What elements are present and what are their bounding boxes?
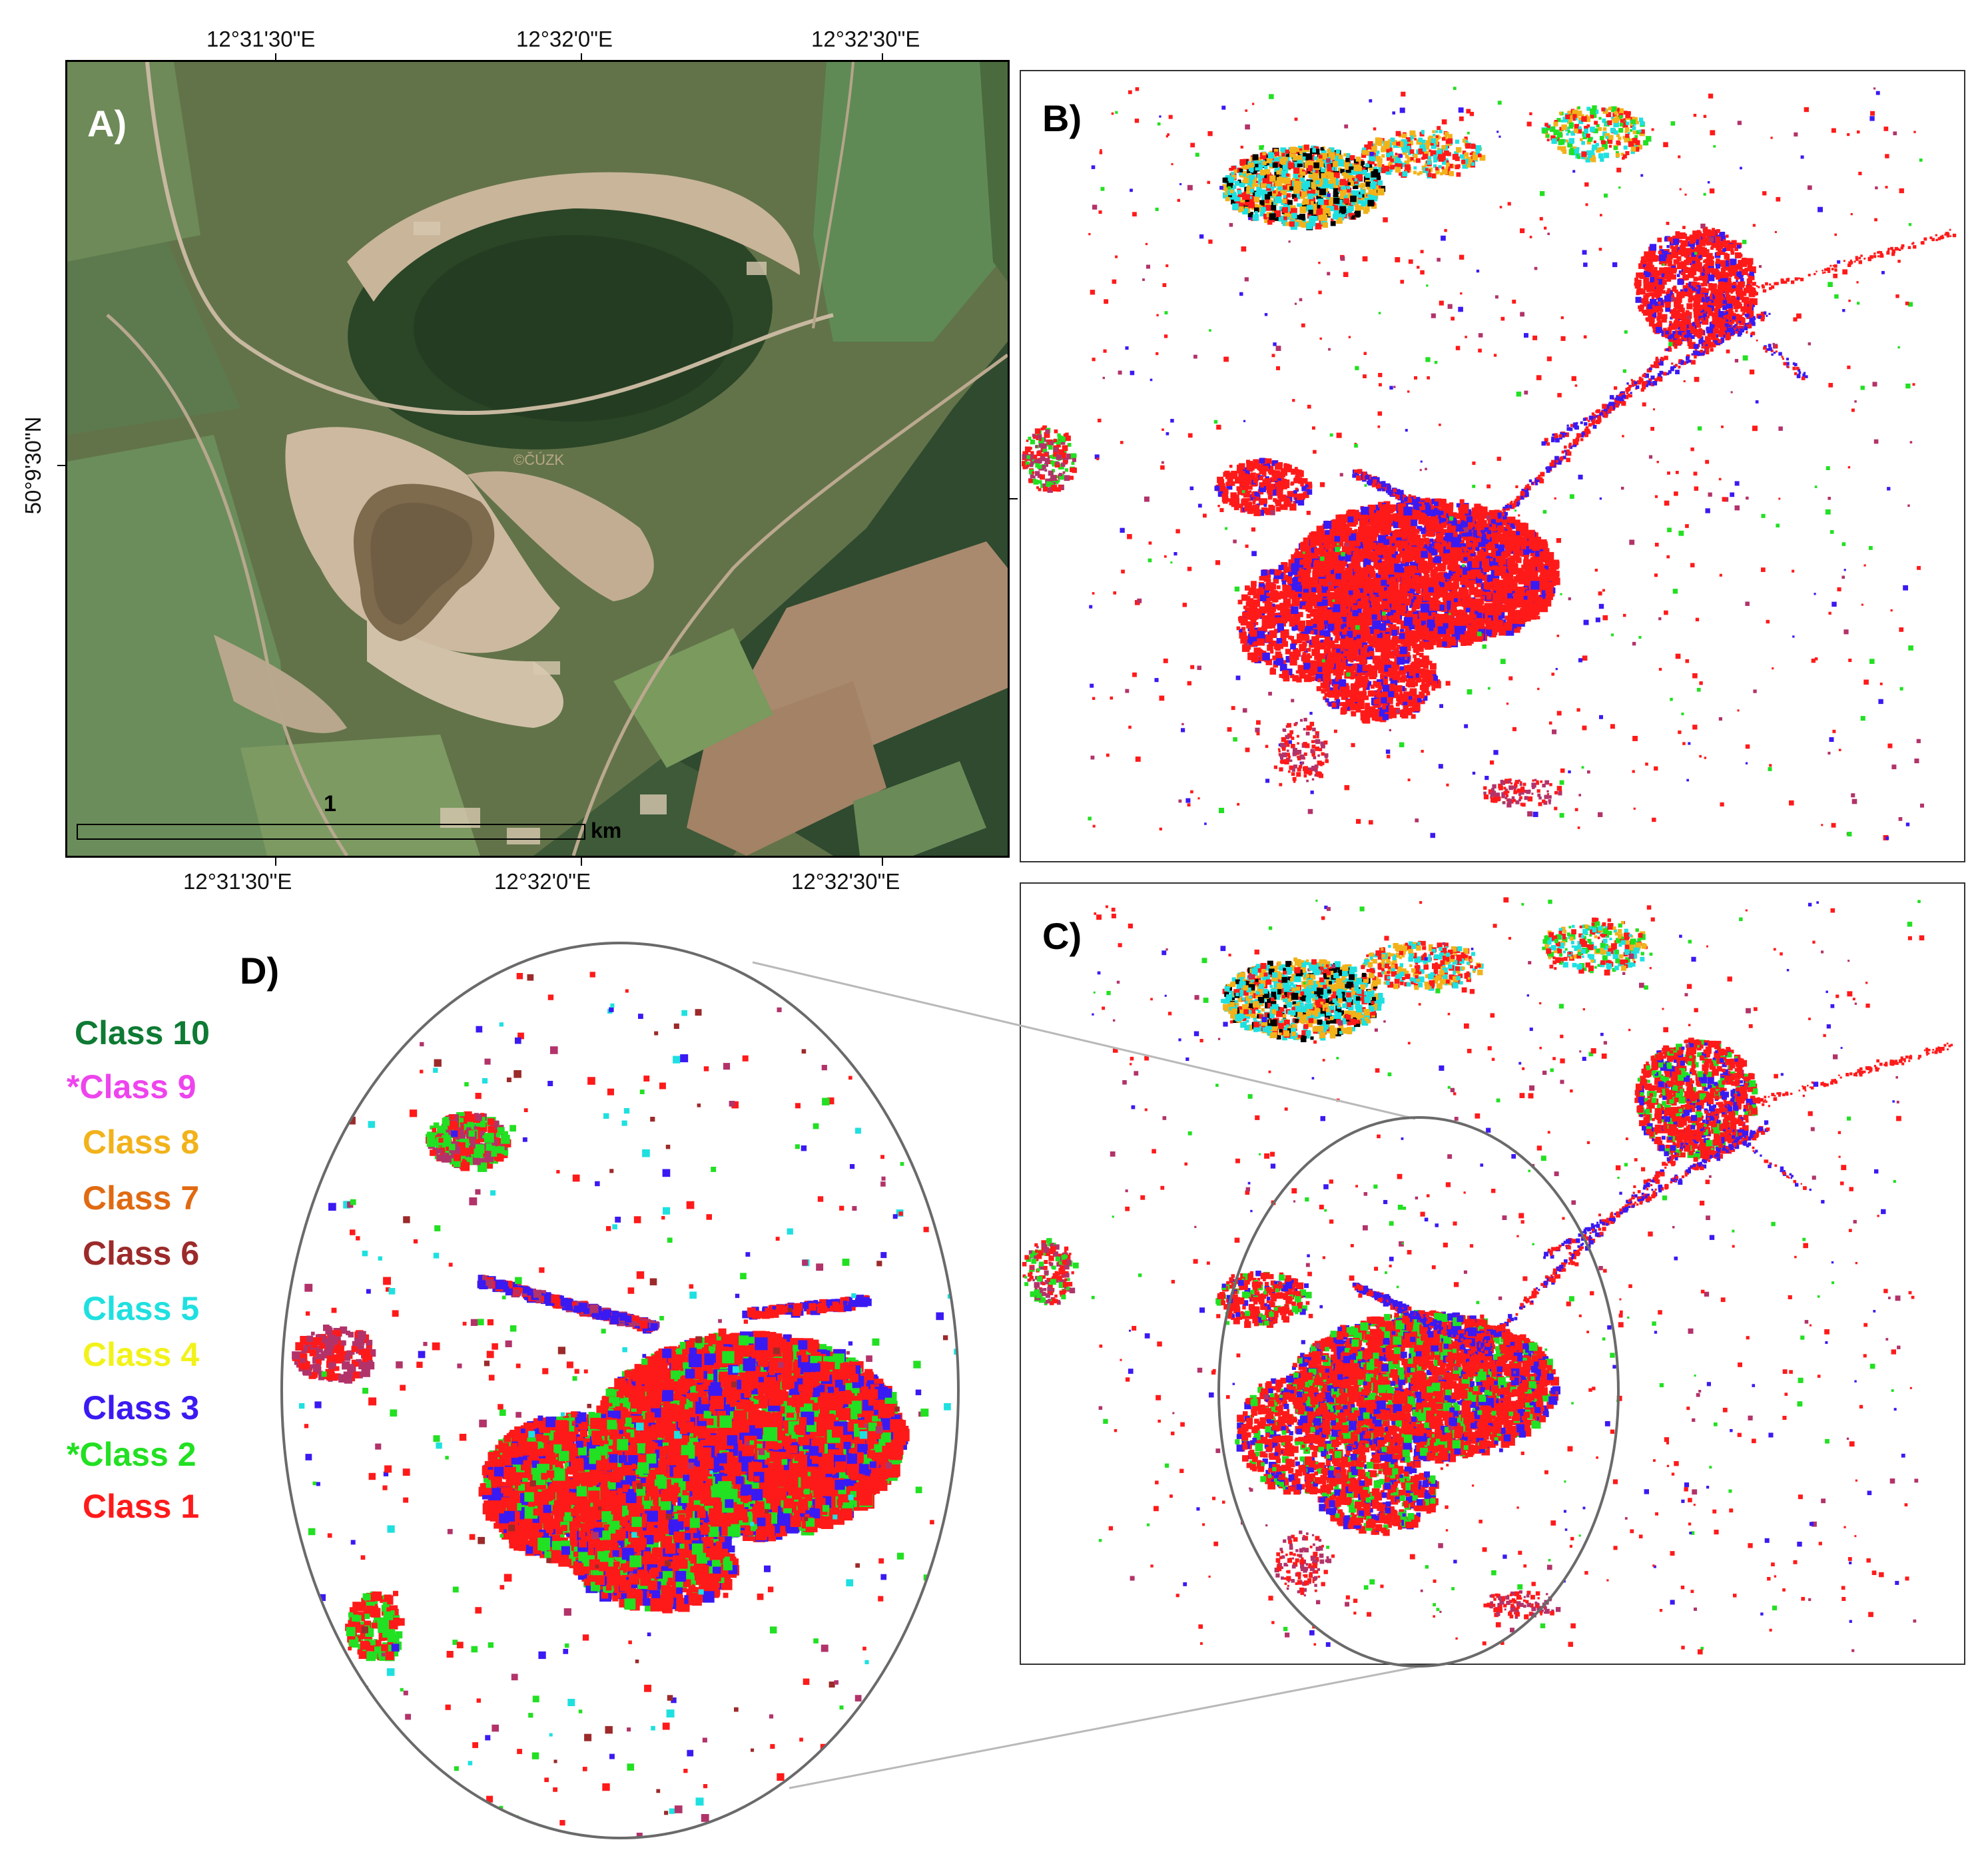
tick-right — [1010, 498, 1018, 499]
zoom-ellipse-d — [280, 942, 960, 1839]
zoom-line-top — [752, 961, 1416, 1120]
class-map-b-canvas — [1022, 87, 1957, 840]
tick-bottom-2 — [581, 858, 582, 866]
zoom-ellipse-c — [1217, 1116, 1620, 1668]
zoom-line-bottom — [789, 1666, 1418, 1789]
zoom-detail-canvas — [280, 942, 960, 1839]
legend-class-9: *Class 9 — [67, 1068, 196, 1106]
tick-top-3 — [882, 53, 883, 61]
watermark-text: ©ČÚZK — [513, 452, 564, 469]
scale-bar-unit: km — [591, 818, 621, 843]
classification-map-b: B) — [1020, 70, 1965, 862]
zoom-detail-d — [278, 938, 1004, 1854]
tick-top-1 — [275, 53, 276, 61]
legend-class-4: Class 4 — [83, 1335, 199, 1374]
bottom-longitude-2: 12°32'0"E — [494, 869, 591, 894]
class-map-c-canvas — [1022, 897, 1953, 1655]
panel-d-label: D) — [240, 949, 279, 992]
tick-bottom-3 — [882, 858, 883, 866]
legend-class-1: Class 1 — [83, 1487, 199, 1526]
top-longitude-3: 12°32'30"E — [811, 27, 920, 52]
scale-bar-value: 1 — [324, 791, 336, 817]
panel-b-label: B) — [1042, 97, 1082, 140]
aerial-photo — [67, 62, 1008, 856]
legend-class-10: Class 10 — [75, 1014, 210, 1052]
classification-map-c: C) — [1020, 882, 1965, 1665]
tick-left — [57, 465, 65, 466]
legend-class-6: Class 6 — [83, 1234, 199, 1273]
legend-class-8: Class 8 — [83, 1123, 199, 1161]
aerial-image-panel: ©ČÚZK 1 km A) — [65, 60, 1010, 858]
tick-bottom-1 — [275, 858, 276, 866]
panel-c-label: C) — [1042, 914, 1082, 958]
tick-top-2 — [581, 53, 582, 61]
panel-a-label: A) — [87, 102, 127, 145]
top-longitude-2: 12°32'0"E — [516, 27, 613, 52]
legend-class-7: Class 7 — [83, 1179, 199, 1217]
legend-class-5: Class 5 — [83, 1289, 199, 1328]
bottom-longitude-1: 12°31'30"E — [183, 869, 292, 894]
legend-class-3: Class 3 — [83, 1389, 199, 1427]
bottom-longitude-3: 12°32'30"E — [791, 869, 900, 894]
scale-bar — [77, 824, 585, 840]
top-longitude-1: 12°31'30"E — [206, 27, 315, 52]
legend-class-2: *Class 2 — [67, 1435, 196, 1474]
